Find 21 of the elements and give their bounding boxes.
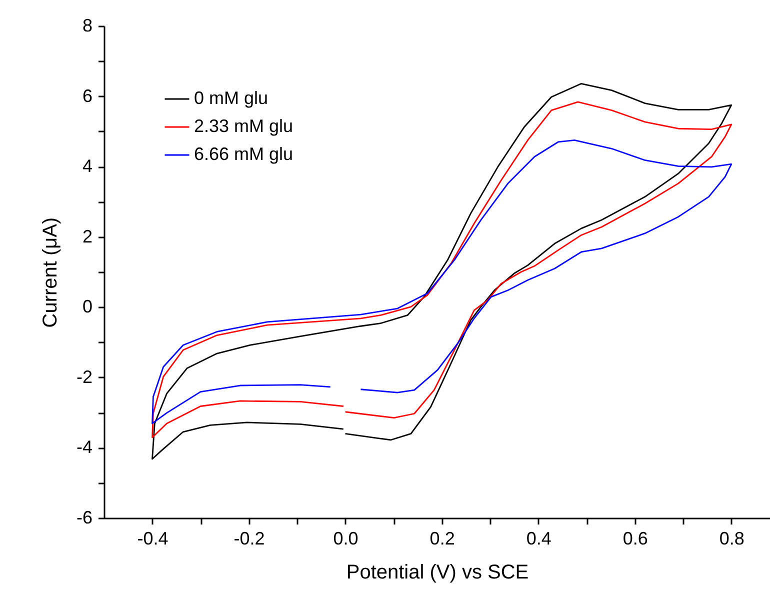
x-tick-label: 0.4: [526, 528, 552, 548]
x-tick-label: 0.0: [333, 528, 358, 548]
legend-label: 2.33 mM glu: [194, 116, 294, 136]
x-tick-label: -0.2: [234, 528, 265, 548]
y-tick-label: 2: [82, 226, 92, 246]
y-tick-label: 0: [82, 296, 92, 317]
x-tick-label: 0.2: [430, 528, 455, 548]
legend-label: 6.66 mM glu: [194, 144, 294, 164]
y-tick-label: -4: [76, 437, 92, 458]
y-axis-title: Current (μA): [39, 217, 62, 328]
legend-label: 0 mM glu: [194, 88, 268, 108]
y-tick-label: 6: [82, 86, 92, 106]
y-tick-label: 4: [82, 156, 92, 176]
x-tick-label: 0.6: [622, 528, 648, 548]
y-tick-label: -6: [76, 508, 92, 528]
x-tick-label: 0.8: [719, 528, 744, 548]
x-tick-label: -0.4: [137, 528, 168, 548]
y-tick-label: 8: [82, 16, 92, 36]
x-axis-title: Potential (V) vs SCE: [346, 562, 529, 584]
line-series: [152, 140, 732, 424]
y-tick-label: -2: [76, 366, 92, 387]
